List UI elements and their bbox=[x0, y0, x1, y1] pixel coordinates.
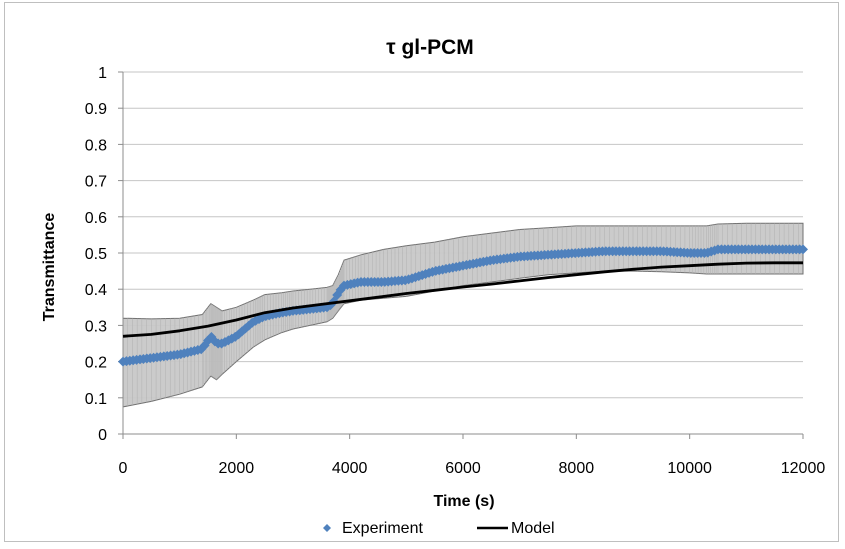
y-tick-label: 0.8 bbox=[85, 137, 107, 154]
x-tick-label: 10000 bbox=[667, 460, 712, 477]
x-tick-label: 0 bbox=[119, 460, 128, 477]
model-line bbox=[122, 261, 803, 338]
y-tick-label: 0 bbox=[98, 427, 107, 444]
y-tick-labels: 0 0.1 0.2 0.3 0.4 0.5 0.6 0.7 0.8 0.9 1 bbox=[85, 65, 107, 444]
x-axis-label: Time (s) bbox=[433, 493, 494, 510]
legend-experiment-label: Experiment bbox=[342, 520, 423, 537]
legend-model-label: Model bbox=[511, 520, 555, 537]
chart-frame: τ gl-PCM 0 0.1 0.2 0.3 0.4 0.5 0.6 0.7 0.8 0.9 1 0… bbox=[4, 2, 839, 542]
experiment-point bbox=[247, 317, 258, 328]
y-tick-label: 1 bbox=[98, 65, 107, 82]
x-tick-label: 6000 bbox=[445, 460, 481, 477]
y-tick-label: 0.2 bbox=[85, 355, 107, 372]
x-tick-label: 12000 bbox=[781, 460, 826, 477]
y-tick-label: 0.1 bbox=[85, 391, 107, 408]
y-tick-label: 0.4 bbox=[85, 282, 107, 299]
chart-title: τ gl-PCM bbox=[386, 36, 474, 59]
y-tick-label: 0.7 bbox=[85, 174, 107, 191]
y-tick-label: 0.6 bbox=[85, 210, 107, 227]
x-tick-labels: 0 2000 4000 6000 8000 10000 12000 bbox=[119, 460, 826, 477]
x-tick-label: 2000 bbox=[219, 460, 255, 477]
x-tick-label: 8000 bbox=[559, 460, 595, 477]
experiment-series bbox=[118, 244, 808, 367]
y-tick-label: 0.5 bbox=[85, 246, 107, 263]
y-tick-label: 0.9 bbox=[85, 101, 107, 118]
model-series bbox=[122, 261, 803, 338]
y-tick-label: 0.3 bbox=[85, 318, 107, 335]
chart-svg: τ gl-PCM 0 0.1 0.2 0.3 0.4 0.5 0.6 0.7 0.8 0.9 1 0… bbox=[41, 36, 826, 537]
x-tick-label: 4000 bbox=[332, 460, 368, 477]
axes bbox=[118, 71, 804, 439]
legend: Experiment Model bbox=[323, 520, 555, 537]
experiment-point bbox=[798, 244, 808, 255]
legend-experiment-marker bbox=[323, 524, 331, 532]
y-axis-label: Transmittance bbox=[41, 213, 58, 322]
